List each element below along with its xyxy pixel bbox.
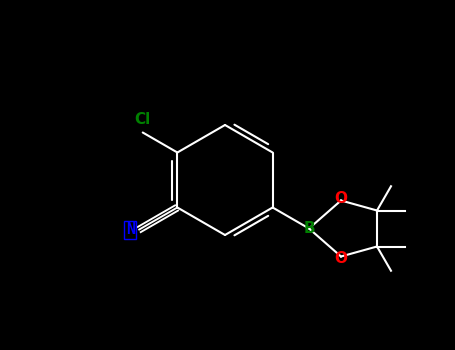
Text: B: B: [303, 221, 315, 236]
Text: N: N: [126, 223, 135, 238]
Text: O: O: [334, 191, 348, 206]
Text: Cl: Cl: [135, 112, 151, 127]
Text: O: O: [334, 251, 348, 266]
